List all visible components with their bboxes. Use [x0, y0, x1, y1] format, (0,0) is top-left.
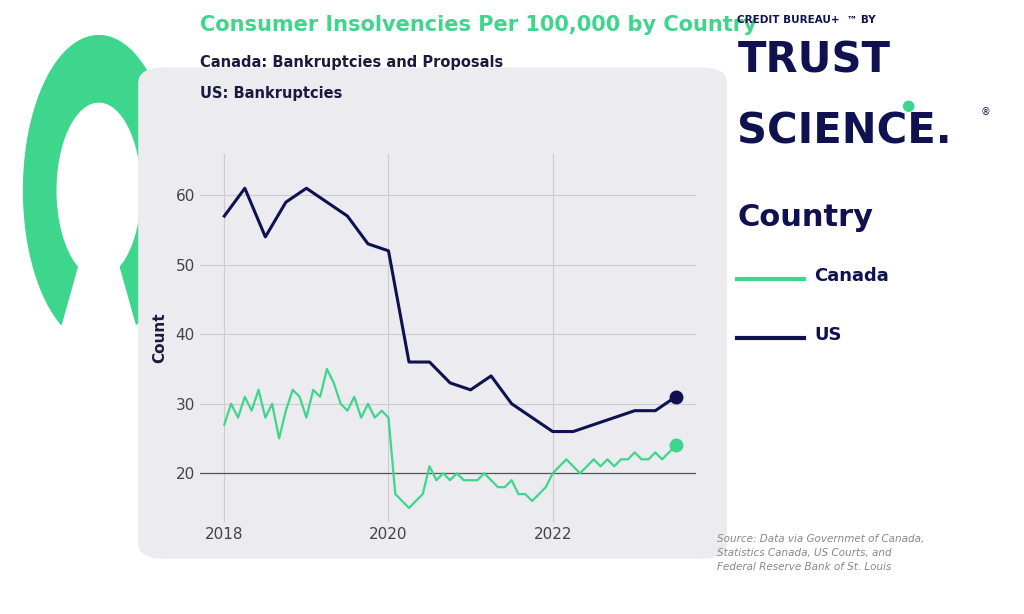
- Text: US: Bankruptcies: US: Bankruptcies: [200, 86, 342, 101]
- Text: Country: Country: [737, 203, 873, 231]
- Text: Canada: Canada: [814, 267, 889, 286]
- Text: Source: Data via Governmet of Canada,
Statistics Canada, US Courts, and
Federal : Source: Data via Governmet of Canada, St…: [717, 534, 924, 572]
- Text: SCIENCE.: SCIENCE.: [737, 111, 952, 152]
- Text: Consumer Insolvencies Per 100,000 by Country: Consumer Insolvencies Per 100,000 by Cou…: [200, 15, 757, 36]
- Text: CREDIT BUREAU+  ™ BY: CREDIT BUREAU+ ™ BY: [737, 15, 876, 25]
- Text: ®: ®: [981, 107, 991, 117]
- Text: US: US: [814, 325, 842, 344]
- Text: ●: ●: [901, 98, 914, 113]
- Text: Canada: Bankruptcies and Proposals: Canada: Bankruptcies and Proposals: [200, 55, 503, 70]
- Y-axis label: Count: Count: [153, 313, 167, 363]
- Polygon shape: [24, 36, 174, 324]
- Text: TRUST: TRUST: [737, 40, 890, 82]
